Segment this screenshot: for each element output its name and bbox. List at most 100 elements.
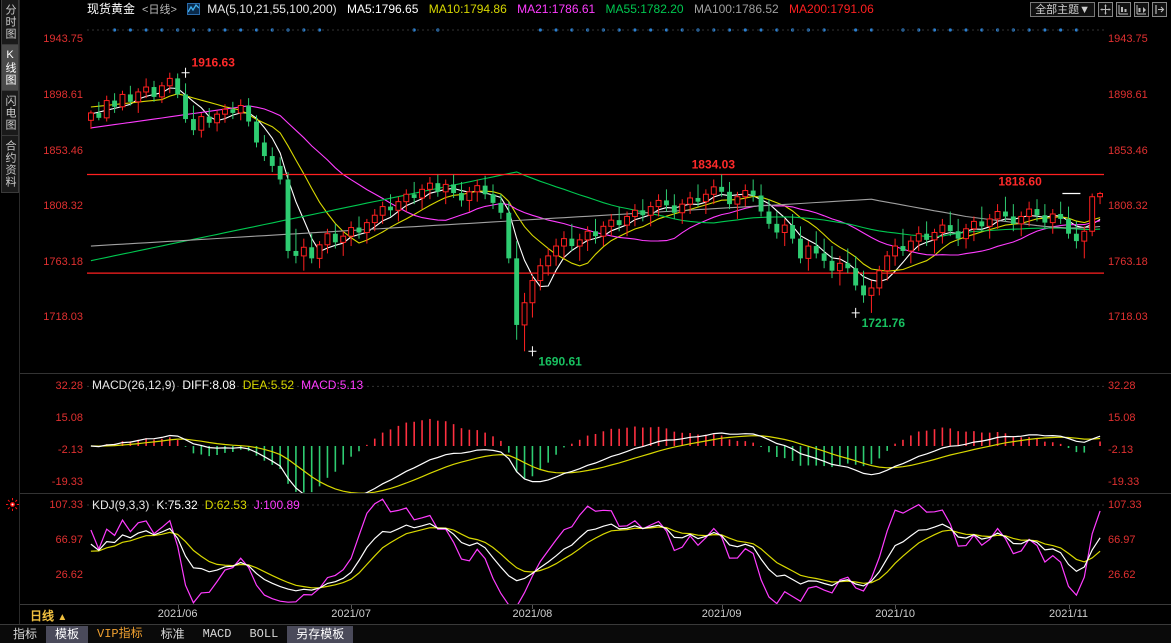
left-sidebar: 分时图 K线图 闪电图 合约资料 bbox=[0, 0, 20, 643]
axis-tick: 1763.18 bbox=[1108, 255, 1148, 268]
macd-panel: MACD(26,12,9) DIFF:8.08 DEA:5.52 MACD:5.13 … bbox=[20, 373, 1171, 494]
axis-tick: 107.33 bbox=[49, 498, 83, 511]
axis-tick: 1898.61 bbox=[1108, 88, 1148, 101]
axis-tick: -2.13 bbox=[1108, 443, 1134, 456]
alert-sun-icon[interactable] bbox=[6, 498, 19, 511]
kdj-j-value: J:100.89 bbox=[253, 498, 300, 512]
x-axis-tick bbox=[895, 605, 897, 609]
axis-tick: -19.33 bbox=[1108, 475, 1140, 488]
kdj-axis-right: 107.33 66.97 26.62 bbox=[1104, 494, 1171, 604]
macd-indicator-label: MACD(26,12,9) bbox=[92, 378, 176, 392]
symbol-name: 现货黄金 bbox=[87, 2, 136, 16]
x-axis-tick bbox=[721, 605, 723, 609]
axis-tick: 32.28 bbox=[1108, 380, 1136, 393]
axis-tick: 26.62 bbox=[55, 568, 83, 581]
price-axis-left: 1943.75 1898.61 1853.46 1808.32 1763.18 1718.… bbox=[20, 18, 87, 373]
kdj-plot[interactable] bbox=[87, 494, 1104, 605]
x-axis-tick bbox=[177, 605, 179, 609]
ma100-value: MA100:1786.52 bbox=[693, 2, 779, 16]
sidebar-item-contract-info[interactable]: 合约资料 bbox=[1, 136, 19, 193]
x-axis-label: 2021/08 bbox=[512, 608, 553, 620]
svg-text:1916.63: 1916.63 bbox=[192, 56, 236, 70]
axis-tick: -2.13 bbox=[57, 443, 83, 456]
kdj-title: KDJ(9,3,3) K:75.32 D:62.53 J:100.89 bbox=[92, 498, 307, 512]
x-axis-label: 2021/07 bbox=[331, 608, 371, 620]
header-toolbar: 全部主题▼ bbox=[1030, 1, 1167, 17]
price-panel: 1943.75 1898.61 1853.46 1808.32 1763.18 1718.… bbox=[20, 18, 1171, 373]
ma200-value: MA200:1791.06 bbox=[789, 2, 874, 16]
period-tag[interactable]: 日线 ▲ bbox=[30, 607, 67, 624]
svg-text:1818.60: 1818.60 bbox=[998, 175, 1042, 189]
x-axis-tick bbox=[532, 605, 534, 609]
chart-fit-right-icon[interactable] bbox=[1134, 1, 1149, 17]
ma10-value: MA10:1794.86 bbox=[428, 2, 507, 16]
x-axis-tick bbox=[351, 605, 353, 609]
ma21-value: MA21:1786.61 bbox=[517, 2, 596, 16]
chart-header: 现货黄金 <日线> MA(5,10,21,55,100,200) MA5:1796… bbox=[20, 0, 1171, 18]
symbol-period: <日线> bbox=[142, 4, 177, 16]
bottom-toolbar: 指标 模板 VIP指标 标准 MACD BOLL 另存模板 bbox=[0, 624, 1171, 643]
ma5-value: MA5:1796.65 bbox=[346, 2, 419, 16]
axis-tick: 107.33 bbox=[1108, 498, 1142, 511]
axis-tick: 1898.61 bbox=[43, 88, 83, 101]
axis-tick: 1853.46 bbox=[43, 144, 83, 157]
ma55-value: MA55:1782.20 bbox=[605, 2, 684, 16]
sidebar-item-lightning[interactable]: 闪电图 bbox=[1, 91, 19, 136]
macd-macd-value: MACD:5.13 bbox=[301, 378, 364, 392]
toolbar-save-template[interactable]: 另存模板 bbox=[287, 625, 354, 643]
macd-dea-value: DEA:5.52 bbox=[242, 378, 295, 392]
sidebar-item-kline[interactable]: K线图 bbox=[1, 45, 19, 91]
toolbar-indicators[interactable]: 指标 bbox=[13, 626, 38, 641]
axis-tick: 1718.03 bbox=[1108, 311, 1148, 324]
ma-definition: MA(5,10,21,55,100,200) bbox=[207, 2, 337, 16]
macd-title: MACD(26,12,9) DIFF:8.08 DEA:5.52 MACD:5.13 bbox=[92, 378, 370, 392]
svg-text:1721.76: 1721.76 bbox=[862, 316, 906, 330]
toolbar-boll[interactable]: BOLL bbox=[249, 626, 279, 641]
kdj-panel: KDJ(9,3,3) K:75.32 D:62.53 J:100.89 107.33 6… bbox=[6, 493, 1171, 605]
svg-text:1690.61: 1690.61 bbox=[538, 354, 582, 368]
header-indicator-readout: 现货黄金 <日线> MA(5,10,21,55,100,200) MA5:1796… bbox=[87, 0, 881, 19]
kdj-d-value: D:62.53 bbox=[204, 498, 247, 512]
kdj-axis-left: 107.33 66.97 26.62 bbox=[20, 494, 87, 604]
toolbar-standard[interactable]: 标准 bbox=[160, 626, 185, 641]
x-axis-label: 2021/10 bbox=[875, 608, 915, 620]
axis-tick: 1763.18 bbox=[43, 255, 83, 268]
axis-tick: -19.33 bbox=[51, 475, 83, 488]
macd-axis-left: 32.28 15.08 -2.13 -19.33 bbox=[20, 374, 87, 493]
x-axis-label: 2021/09 bbox=[701, 608, 742, 620]
axis-tick: 26.62 bbox=[1108, 568, 1136, 581]
axis-tick: 1718.03 bbox=[43, 311, 83, 324]
ma-indicator-icon[interactable] bbox=[187, 3, 201, 15]
axis-tick: 1808.32 bbox=[1108, 200, 1148, 213]
x-axis-label: 2021/11 bbox=[1049, 608, 1088, 620]
axis-tick: 1943.75 bbox=[1108, 33, 1148, 46]
x-axis: 日线 ▲ 2021/06 2021/07 2021/08 2021/09 2021/10… bbox=[20, 604, 1171, 624]
chart-fit-left-icon[interactable] bbox=[1116, 1, 1131, 17]
axis-tick: 15.08 bbox=[1108, 412, 1136, 425]
toolbar-template[interactable]: 模板 bbox=[46, 625, 89, 643]
axis-tick: 66.97 bbox=[1108, 533, 1136, 546]
chart-exit-icon[interactable] bbox=[1152, 1, 1167, 17]
x-axis-label: 2021/06 bbox=[157, 608, 198, 620]
period-tag-label: 日线 bbox=[30, 609, 55, 623]
kdj-k-value: K:75.32 bbox=[156, 498, 198, 512]
toolbar-macd[interactable]: MACD bbox=[202, 626, 232, 641]
crosshair-move-icon[interactable] bbox=[1098, 1, 1113, 17]
svg-text:1834.03: 1834.03 bbox=[692, 158, 736, 172]
price-plot[interactable]: 1916.63 1690.61 1721.76 1834.03 1818.60 bbox=[87, 18, 1104, 373]
axis-tick: 66.97 bbox=[55, 533, 83, 546]
kdj-indicator-label: KDJ(9,3,3) bbox=[92, 498, 150, 512]
theme-dropdown[interactable]: 全部主题▼ bbox=[1030, 1, 1095, 17]
axis-tick: 1943.75 bbox=[43, 33, 83, 46]
x-axis-tick bbox=[1068, 605, 1070, 609]
toolbar-vip-indicators[interactable]: VIP指标 bbox=[97, 626, 143, 641]
period-tag-arrow: ▲ bbox=[57, 612, 68, 623]
sidebar-item-timeshare[interactable]: 分时图 bbox=[1, 0, 19, 45]
macd-plot[interactable] bbox=[87, 374, 1104, 494]
macd-diff-value: DIFF:8.08 bbox=[182, 378, 236, 392]
axis-tick: 32.28 bbox=[55, 380, 83, 393]
axis-tick: 1808.32 bbox=[43, 200, 83, 213]
axis-tick: 1853.46 bbox=[1108, 144, 1148, 157]
macd-axis-right: 32.28 15.08 -2.13 -19.33 bbox=[1104, 374, 1171, 493]
